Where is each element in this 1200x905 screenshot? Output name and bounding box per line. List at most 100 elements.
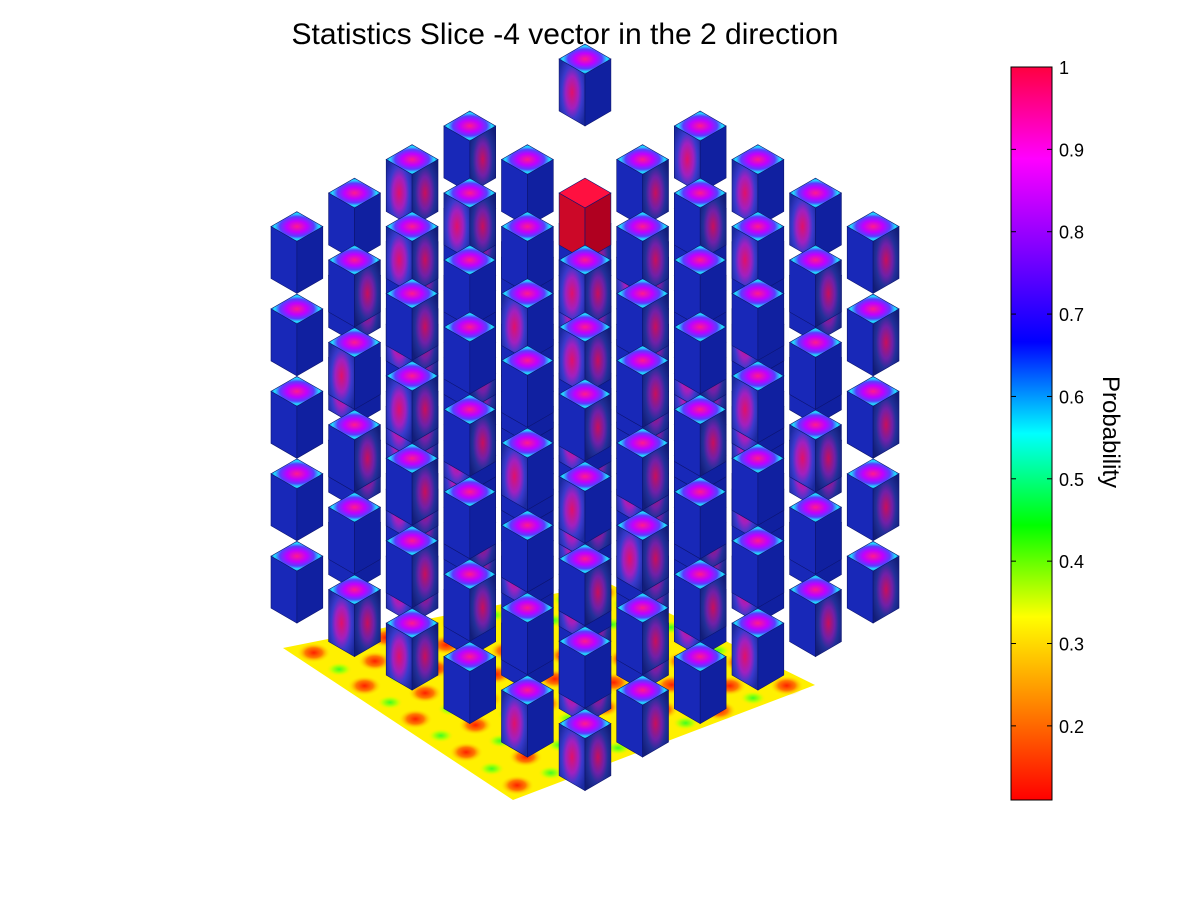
volume-cube <box>385 278 439 361</box>
volume-cube <box>788 244 843 328</box>
volume-cube <box>270 211 324 294</box>
volume-cube <box>846 540 900 624</box>
volume-cube <box>673 311 727 395</box>
floor-cell <box>377 695 403 710</box>
floor-cell <box>740 691 766 705</box>
volume-cube <box>270 458 324 542</box>
floor-cell <box>398 709 433 729</box>
colorbar-tick-label: 0.8 <box>1059 223 1084 243</box>
volume-cube <box>846 211 900 294</box>
volume-cube <box>616 278 670 361</box>
volume-cube <box>500 278 554 361</box>
volume-cube <box>443 641 497 725</box>
floor-cell <box>537 765 564 780</box>
volume-cube <box>616 427 670 511</box>
chart-title: Statistics Slice -4 vector in the 2 dire… <box>291 18 839 51</box>
volume-cube <box>846 293 900 377</box>
floor-cell <box>500 775 535 796</box>
volume-cube <box>616 592 670 676</box>
colorbar-label: Probability <box>1097 375 1124 489</box>
floor-cell <box>427 728 454 743</box>
volume-cube <box>385 360 439 444</box>
volume-cube <box>500 144 554 227</box>
volume-cube <box>616 674 670 758</box>
volume-cube <box>788 574 843 658</box>
volume-cube <box>385 144 439 227</box>
floor-cell <box>326 662 353 677</box>
volume-cube <box>731 360 785 444</box>
volume-cube <box>616 510 670 593</box>
volume-cube <box>500 427 554 511</box>
volume-cube <box>673 476 727 560</box>
volume-cube <box>558 311 612 395</box>
volume-cube <box>327 409 382 493</box>
volume-cube <box>500 510 554 593</box>
volume-cube <box>731 607 785 691</box>
volume-cube <box>731 443 785 526</box>
floor-cell <box>296 642 331 663</box>
floor-cell <box>478 761 505 776</box>
volume-cube <box>788 327 843 410</box>
volume-cube <box>731 525 785 609</box>
volume-cube <box>443 394 497 477</box>
volume-cube <box>731 211 785 294</box>
colorbar-ticks: 0.2 0.3 0.4 0.5 0.6 0.7 0.8 0.9 1 <box>1011 58 1084 737</box>
volume-cube <box>673 110 727 194</box>
volume-cube <box>500 674 554 758</box>
floor-cell <box>357 651 392 672</box>
volume-cube <box>788 409 843 493</box>
volume-cube <box>616 144 670 227</box>
volume-cube <box>327 177 382 261</box>
volume-cube <box>558 625 612 709</box>
colorbar-tick-label: 0.4 <box>1059 552 1084 572</box>
volume-cube <box>788 177 843 261</box>
floor-cell <box>769 675 804 696</box>
volume-cube <box>616 345 670 428</box>
volume-cube <box>558 378 612 462</box>
volume-cube <box>500 345 554 428</box>
volume-cube <box>500 211 554 294</box>
volume-cube <box>327 327 382 410</box>
colorbar-tick-label: 0.5 <box>1059 470 1084 490</box>
volume-cube <box>731 278 785 361</box>
volume-cube <box>616 211 670 294</box>
volume-cube <box>558 177 612 261</box>
volume-cube <box>270 376 324 459</box>
colorbar-tick-label: 0.6 <box>1059 387 1084 407</box>
colorbar-tick-label: 0.9 <box>1059 140 1084 160</box>
floor-cell <box>408 683 443 703</box>
colorbar-tick-label: 0.3 <box>1059 635 1084 655</box>
colorbar-tick-label: 0.2 <box>1059 717 1084 737</box>
volume-cube <box>673 244 727 328</box>
volume-cube <box>558 43 612 127</box>
volume-cube <box>327 491 382 575</box>
volume-cube <box>500 592 554 676</box>
floor-cell <box>672 716 699 730</box>
volume-cube <box>327 574 382 658</box>
volume-cube <box>558 461 612 544</box>
volume-cube <box>443 177 497 261</box>
volume-cube <box>443 476 497 560</box>
colorbar: 0.2 0.3 0.4 0.5 0.6 0.7 0.8 0.9 1 <box>1010 58 1084 801</box>
volume-cube <box>270 540 324 624</box>
volume-cube <box>731 144 785 227</box>
volume-cube <box>558 543 612 627</box>
floor-cell <box>347 675 382 696</box>
volume-cube <box>443 110 497 194</box>
volume-cube <box>558 708 612 792</box>
colorbar-tick-label: 1 <box>1059 58 1069 78</box>
volume-cube <box>385 443 439 526</box>
volume-cube <box>788 491 843 575</box>
volume-cube <box>673 558 727 642</box>
volume-cube <box>673 641 727 725</box>
volume-cube <box>443 558 497 642</box>
volume-cube <box>385 211 439 294</box>
volume-cube <box>327 244 382 328</box>
volume-cube <box>846 458 900 542</box>
colorbar-rect <box>1010 66 1053 801</box>
volume-cube <box>270 293 324 377</box>
volume-cube <box>443 244 497 328</box>
volume-cube <box>443 311 497 395</box>
